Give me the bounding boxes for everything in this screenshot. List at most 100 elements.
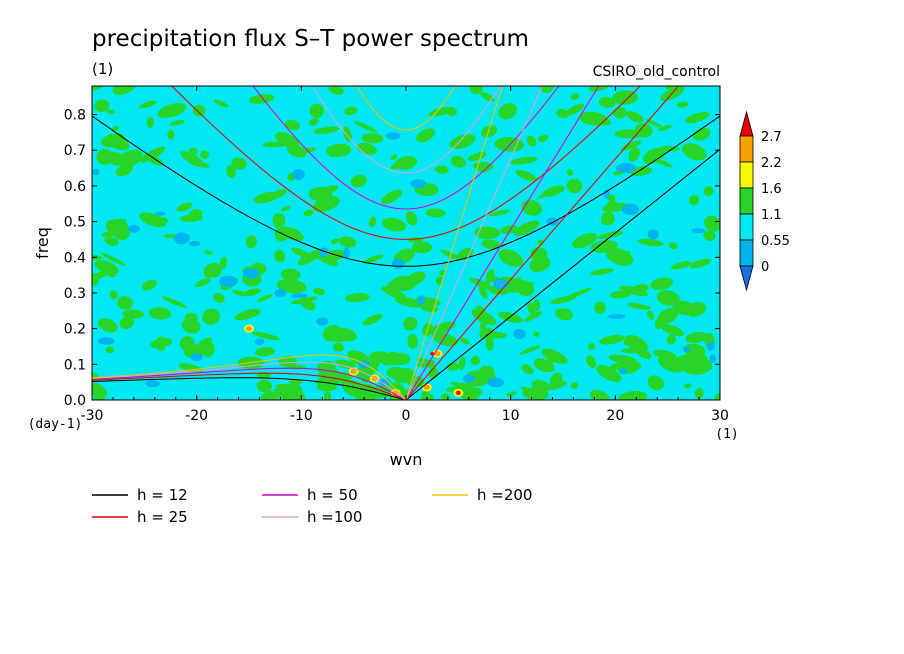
y-tick-label: 0.6: [64, 179, 86, 195]
colorbar-box: [739, 161, 754, 189]
contour-blob-low: [173, 232, 190, 245]
contour-blob: [590, 268, 614, 276]
contour-blob: [660, 323, 684, 337]
contour-blob: [417, 358, 428, 363]
contour-blob: [654, 315, 666, 330]
contour-blob: [650, 277, 674, 291]
colorbar: 2.7 2.2 1.6 1.1 0.55 0: [739, 110, 790, 292]
contour-blob: [564, 287, 592, 300]
contour-blob-low: [706, 341, 715, 351]
contour-blob: [142, 279, 157, 291]
contour-blob: [256, 294, 273, 303]
contour-blob-low: [316, 317, 329, 326]
gravity-wave-curve: [92, 115, 720, 267]
contour-blob: [245, 235, 257, 249]
contour-blob: [405, 211, 418, 226]
contour-blob: [202, 308, 221, 325]
contour-blob: [425, 208, 446, 218]
x-tick-label: -20: [185, 408, 208, 424]
contour-blob: [610, 361, 638, 370]
contour-blob: [668, 242, 678, 250]
contour-blob: [335, 359, 348, 365]
contour-blob: [478, 365, 495, 378]
contour-blob: [594, 301, 606, 314]
contour-blob: [390, 154, 398, 160]
legend-label: h =200: [477, 486, 532, 504]
contour-blob-low: [190, 353, 203, 362]
contour-blob: [390, 352, 411, 366]
contour-blob: [527, 302, 536, 316]
colorbar-min-arrow: [739, 265, 754, 292]
contour-blob: [566, 178, 583, 194]
contour-blob: [309, 117, 319, 126]
contour-blob: [588, 342, 596, 350]
colorbar-label: 1.6: [761, 182, 782, 197]
colorbar-label: 2.2: [761, 156, 782, 171]
contour-blob: [692, 127, 711, 141]
contour-blob: [653, 349, 677, 359]
contour-blob: [645, 119, 662, 128]
contour-blob: [510, 156, 538, 165]
contour-blob: [325, 329, 351, 343]
contour-blob: [656, 290, 680, 306]
contour-blob: [590, 240, 618, 253]
contour-blob: [182, 318, 201, 334]
contour-blob-low: [243, 268, 260, 279]
contour-blob-low: [647, 229, 659, 240]
contour-blob: [312, 196, 340, 213]
contour-peak-max: [430, 351, 434, 356]
contour-blob-low: [385, 132, 401, 140]
contour-blob: [440, 393, 450, 400]
contour-blob-low: [292, 168, 305, 181]
legend-label: h =100: [307, 508, 362, 526]
contour-blob: [243, 288, 261, 297]
contour-blob: [119, 316, 135, 330]
contour-blob: [533, 331, 540, 338]
contour-blob: [637, 238, 664, 247]
contour-blob: [642, 147, 666, 165]
contour-blob-low: [462, 374, 475, 383]
colorbar-box: [739, 187, 754, 215]
contour-blob: [200, 150, 210, 159]
contour-blob: [280, 206, 291, 212]
contour-blob: [368, 216, 377, 228]
contour-blob: [526, 135, 537, 147]
contour-blob: [619, 285, 649, 297]
contour-blob: [113, 224, 131, 241]
contour-blob: [610, 290, 631, 299]
contour-blob: [608, 354, 637, 364]
contour-blob: [469, 277, 494, 290]
contour-blob: [529, 256, 551, 273]
rossby-curve: [92, 372, 407, 400]
contour-blob: [231, 157, 247, 170]
contour-blob: [382, 360, 393, 366]
contour-blob: [176, 202, 193, 212]
contour-blob: [256, 379, 272, 393]
contour-blob-low: [410, 179, 427, 189]
contour-blob: [572, 232, 598, 249]
contour-blob: [536, 186, 560, 200]
contour-blob: [106, 151, 125, 166]
contour-peak: [423, 385, 430, 391]
kelvin-curve: [405, 86, 680, 400]
contour-blob: [150, 338, 173, 349]
contour-blob: [471, 358, 481, 364]
contour-blob: [192, 104, 206, 117]
legend-label: h = 25: [137, 508, 188, 526]
y-tick-label: 0.7: [64, 143, 86, 159]
contour-blob: [510, 277, 523, 292]
contour-blob: [330, 238, 340, 245]
contour-blob-low: [487, 377, 505, 388]
contour-blob: [521, 364, 534, 375]
contour-blob: [570, 93, 580, 100]
contour-blob: [689, 258, 712, 269]
contour-blob-low: [709, 354, 716, 363]
contour-blob: [407, 334, 418, 349]
contour-blob: [555, 308, 574, 321]
colorbar-label: 0.55: [761, 234, 790, 249]
contour-blob-low: [92, 168, 100, 175]
contour-blob: [104, 236, 119, 246]
contour-blob: [188, 160, 210, 168]
contour-blob: [362, 314, 383, 326]
contour-blob: [111, 125, 119, 132]
